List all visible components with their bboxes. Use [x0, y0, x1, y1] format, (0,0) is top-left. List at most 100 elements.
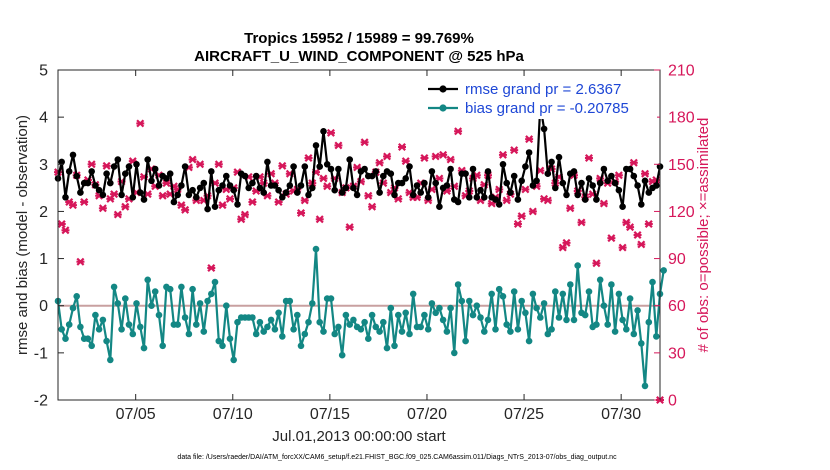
rmse-point — [77, 189, 84, 196]
rmse-point — [103, 170, 110, 177]
chart-subtitle: AIRCRAFT_U_WIND_COMPONENT @ 525 hPa — [194, 48, 524, 65]
plot-area — [58, 70, 660, 400]
rmse-point — [312, 142, 320, 149]
bias-point — [454, 281, 462, 288]
bias-point — [552, 288, 559, 295]
obs-marker — [644, 220, 653, 228]
obs-marker — [614, 171, 623, 180]
obs-marker — [607, 234, 616, 243]
rmse-point — [122, 170, 129, 177]
rmse-point — [166, 170, 174, 177]
rmse-point — [406, 163, 413, 170]
rmse-point — [544, 170, 552, 177]
obs-marker — [162, 179, 171, 188]
bias-point — [428, 300, 436, 307]
bias-point — [77, 323, 84, 331]
bias-point — [615, 290, 623, 298]
obs-marker — [641, 169, 650, 178]
bias-point — [148, 302, 155, 310]
rmse-point — [148, 177, 155, 185]
bias-point — [544, 330, 552, 338]
rmse-point — [338, 189, 346, 196]
rmse-point — [95, 186, 103, 194]
obs-marker — [102, 161, 111, 170]
rmse-point — [372, 168, 380, 175]
rmse-point — [155, 182, 163, 189]
obs-marker — [326, 128, 335, 137]
y-right-tick-label: 0 — [668, 393, 677, 410]
rmse-point — [376, 189, 383, 196]
obs-marker — [226, 194, 234, 203]
bias-point — [626, 295, 634, 302]
rmse-point — [350, 184, 357, 192]
bias-point — [256, 318, 264, 326]
bias-series — [54, 245, 667, 390]
bias-point — [477, 314, 484, 321]
rmse-point — [92, 182, 99, 189]
bias-point — [159, 342, 166, 350]
rmse-point — [533, 177, 540, 185]
y-left-tick-label: -2 — [34, 393, 48, 410]
rmse-point — [507, 189, 514, 196]
bias-point — [540, 300, 548, 307]
rmse-point — [275, 186, 282, 194]
legend-box — [423, 77, 657, 119]
bias-point — [178, 283, 185, 291]
legend-rmse-marker — [439, 85, 447, 93]
bias-point — [570, 316, 578, 324]
rmse-point — [110, 163, 118, 170]
bias-point — [140, 344, 148, 352]
bias-point — [365, 335, 372, 343]
obs-marker — [498, 150, 507, 159]
rmse-point — [611, 179, 619, 187]
rmse-point — [211, 203, 219, 210]
obs-marker — [87, 160, 96, 169]
bias-point — [503, 321, 511, 328]
bias-point — [297, 342, 305, 350]
bias-point — [200, 328, 208, 335]
rmse-point — [492, 196, 499, 203]
bias-point — [312, 245, 320, 253]
rmse-point — [615, 186, 623, 194]
rmse-point — [548, 158, 555, 166]
obs-marker — [240, 210, 249, 219]
legend-bias-marker — [439, 104, 447, 112]
rmse-point — [638, 201, 645, 208]
rmse-point — [589, 182, 596, 189]
bias-point — [219, 342, 226, 350]
obs-marker — [300, 196, 309, 205]
obs-marker — [592, 259, 601, 268]
obs-marker — [80, 198, 89, 206]
bias-point — [462, 337, 469, 345]
rmse-point — [593, 196, 600, 203]
y-left-tick-label: -1 — [34, 345, 48, 362]
rmse-point — [477, 186, 484, 194]
bias-point — [391, 342, 398, 350]
y-left-tick-label: 0 — [39, 298, 48, 315]
rmse-point — [215, 186, 223, 194]
bias-point — [196, 300, 204, 307]
rmse-point — [309, 184, 316, 192]
bias-point — [619, 316, 626, 324]
rmse-point — [189, 186, 196, 194]
obs-marker — [278, 161, 287, 170]
obs-marker — [158, 191, 167, 200]
rmse-point — [484, 168, 492, 175]
rmse-point — [428, 168, 436, 175]
obs-marker — [543, 196, 552, 205]
obs-marker — [315, 215, 324, 224]
rmse-point — [174, 191, 181, 199]
y-right-tick-label: 210 — [668, 63, 695, 80]
rmse-point — [200, 179, 208, 187]
rmse-point — [499, 161, 507, 168]
rmse-point — [559, 179, 567, 187]
rmse-point — [518, 177, 525, 185]
rmse-point — [391, 191, 398, 199]
bias-point — [129, 330, 137, 338]
bias-point — [548, 326, 555, 333]
rmse-point — [525, 149, 533, 156]
rmse-point — [462, 170, 469, 177]
bias-point — [290, 326, 297, 333]
rmse-point — [133, 161, 140, 168]
bias-point — [65, 321, 73, 328]
